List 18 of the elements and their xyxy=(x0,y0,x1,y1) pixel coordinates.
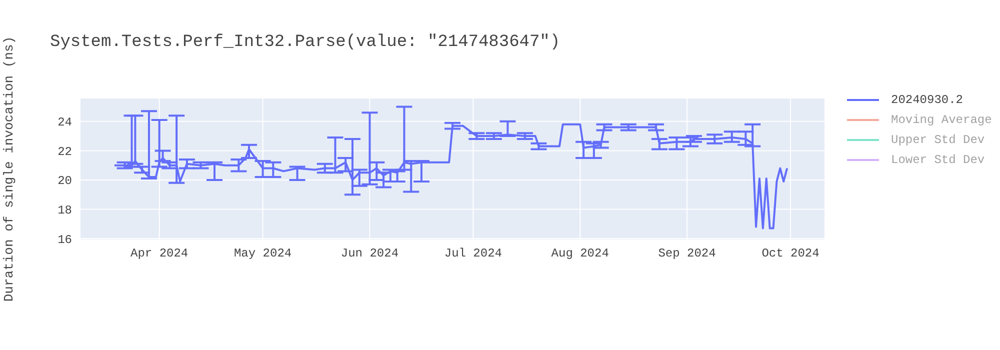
x-tick-label: Apr 2024 xyxy=(130,246,188,261)
x-tick-label: Sep 2024 xyxy=(658,246,716,261)
x-tick-label: Jul 2024 xyxy=(444,246,502,261)
y-axis-title: Duration of single invocation (ns) xyxy=(2,36,17,302)
legend-label: Upper Std Dev xyxy=(891,133,985,147)
x-tick-label: Aug 2024 xyxy=(551,246,609,261)
legend-label: Moving Average xyxy=(891,113,992,127)
y-tick-label: 22 xyxy=(58,144,72,159)
y-tick-label: 24 xyxy=(58,116,72,130)
legend-label: Lower Std Dev xyxy=(891,153,985,167)
legend-label: 20240930.2 xyxy=(891,93,964,107)
x-tick-label: May 2024 xyxy=(234,246,292,261)
x-tick-label: Jun 2024 xyxy=(340,246,399,261)
x-tick-label: Oct 2024 xyxy=(762,246,820,261)
y-tick-label: 18 xyxy=(58,204,72,218)
chart-title: System.Tests.Perf_Int32.Parse(value: "2147483647") xyxy=(50,33,560,52)
y-tick-label: 20 xyxy=(58,174,72,188)
y-tick-label: 16 xyxy=(58,232,72,247)
